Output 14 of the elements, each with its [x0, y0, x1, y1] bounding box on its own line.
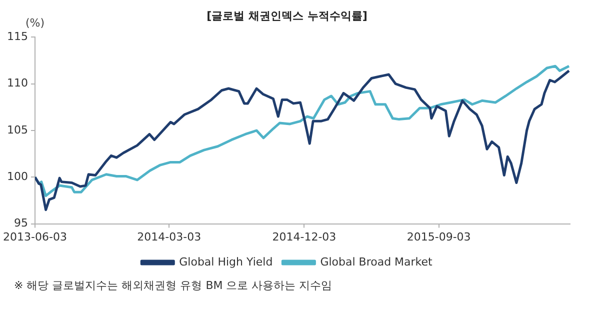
- x-tick-label: 2014-12-03: [272, 230, 336, 244]
- text: ※ 해당 글로벌지수는 해외채권형 유형 BM 으로 사용하는 지수임: [14, 278, 334, 294]
- legend-label: Global Broad Market: [320, 255, 434, 268]
- y-tick-label: 105: [6, 123, 28, 136]
- legend-label: Global High Yield: [179, 255, 273, 268]
- y-tick-label: 100: [6, 170, 28, 184]
- y-tick-label: 110: [6, 76, 28, 90]
- x-tick-label: 2015-09-03: [406, 230, 471, 244]
- y-tick-label: 115: [6, 30, 28, 44]
- x-tick-label: 2013-06-03: [3, 230, 67, 244]
- chart-title: [글로벌 채권인덱스 누적수익률]: [206, 9, 368, 22]
- y-axis-title: (%): [25, 16, 45, 30]
- y-tick-label: 95: [14, 216, 28, 230]
- x-tick-label: 2014-03-03: [137, 230, 202, 244]
